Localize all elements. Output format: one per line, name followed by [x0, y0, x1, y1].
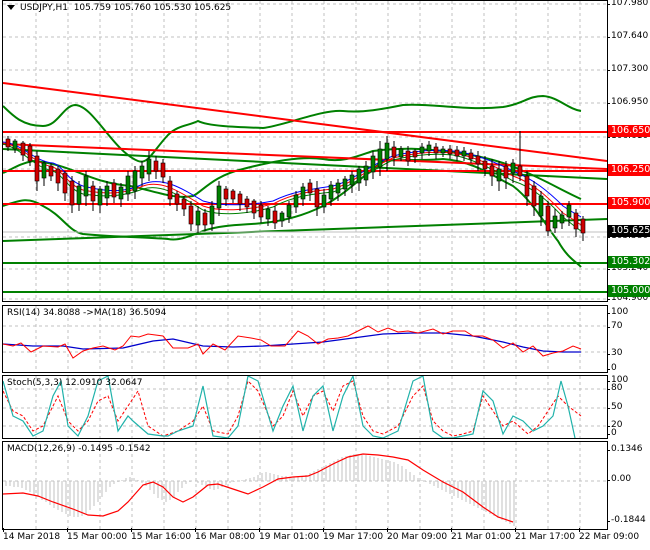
macd-tick: -0.1844	[607, 515, 646, 525]
stoch-pane[interactable]: Stoch(5,3,3) 12.0910 32.0647	[2, 375, 608, 439]
time-tick: 22 Mar 09:00	[579, 528, 640, 542]
time-tick: 15 Mar 16:00	[131, 528, 192, 542]
time-tick: 19 Mar 01:00	[259, 528, 320, 542]
price-tick: 104.900	[606, 293, 649, 303]
rsi-pane[interactable]: RSI(14) 34.8088 ->MA(18) 36.5094	[2, 305, 608, 373]
stoch-axis: 100 80 50 20 0	[606, 375, 650, 439]
trend-resistance-line	[3, 82, 607, 162]
macd-canvas	[3, 442, 607, 529]
stoch-tick: 20	[606, 420, 623, 430]
collapse-triangle-icon[interactable]	[7, 5, 15, 10]
candles	[5, 131, 586, 241]
symbol-label: USDJPY,H1	[20, 3, 68, 13]
level-tag-106650: 106.650	[608, 125, 650, 137]
macd-tick: 0.00	[606, 474, 632, 484]
time-tick: 15 Mar 00:00	[67, 528, 128, 542]
level-tag-106250: 106.250	[608, 164, 650, 176]
ohlc-values: 105.759 105.760 105.530 105.625	[73, 3, 232, 13]
symbol-header: USDJPY,H1 105.759 105.760 105.530 105.62…	[7, 3, 231, 13]
level-tag-105900: 105.900	[608, 197, 650, 209]
rsi-title: RSI(14) 34.8088 ->MA(18) 36.5094	[7, 308, 167, 318]
stoch-tick: 80	[606, 383, 623, 393]
level-tag-105000: 105.000	[608, 285, 650, 297]
rsi-tick: 0	[607, 363, 617, 373]
trend-support-line	[3, 218, 607, 242]
rsi-tick: 30	[606, 348, 623, 358]
macd-pane[interactable]: MACD(12,26,9) -0.1495 -0.1542	[2, 441, 608, 530]
macd-signal-line	[3, 453, 514, 523]
time-tick: 20 Mar 09:00	[387, 528, 448, 542]
price-tick: 105.240	[606, 263, 649, 273]
stoch-tick: 100	[606, 375, 629, 385]
macd-title: MACD(12,26,9) -0.1495 -0.1542	[7, 444, 151, 454]
time-tick: 16 Mar 08:00	[195, 528, 256, 542]
rsi-axis: 100 70 30 0	[606, 305, 650, 373]
macd-axis: 0.1346 0.00 -0.1844	[606, 441, 650, 530]
stoch-title: Stoch(5,3,3) 12.0910 32.0647	[7, 378, 143, 388]
rsi-tick: 100	[606, 307, 629, 317]
price-tick: 106.950	[606, 97, 649, 107]
stoch-canvas	[3, 376, 607, 438]
time-axis[interactable]: 14 Mar 2018 15 Mar 00:00 15 Mar 16:00 16…	[0, 528, 650, 550]
level-tag-105302: 105.302	[608, 256, 650, 268]
time-tick: 21 Mar 01:00	[451, 528, 512, 542]
main-price-pane[interactable]: USDJPY,H1 105.759 105.760 105.530 105.62…	[2, 0, 608, 302]
price-chart-canvas	[3, 1, 607, 301]
price-tick: 107.980	[606, 0, 649, 8]
time-tick: 21 Mar 17:00	[515, 528, 576, 542]
macd-tick: 0.1346	[607, 444, 643, 454]
time-tick: 19 Mar 17:00	[323, 528, 384, 542]
price-tick: 107.640	[606, 31, 649, 41]
price-tick: 107.300	[606, 64, 649, 74]
current-price-tag: 105.625	[608, 225, 650, 237]
rsi-canvas	[3, 306, 607, 372]
time-tick: 14 Mar 2018	[3, 528, 61, 542]
stoch-tick: 50	[606, 402, 623, 412]
rsi-tick: 70	[606, 321, 623, 331]
price-axis[interactable]: 107.980 107.640 107.300 106.950 106.610 …	[606, 0, 650, 303]
stoch-tick: 0	[607, 428, 617, 438]
